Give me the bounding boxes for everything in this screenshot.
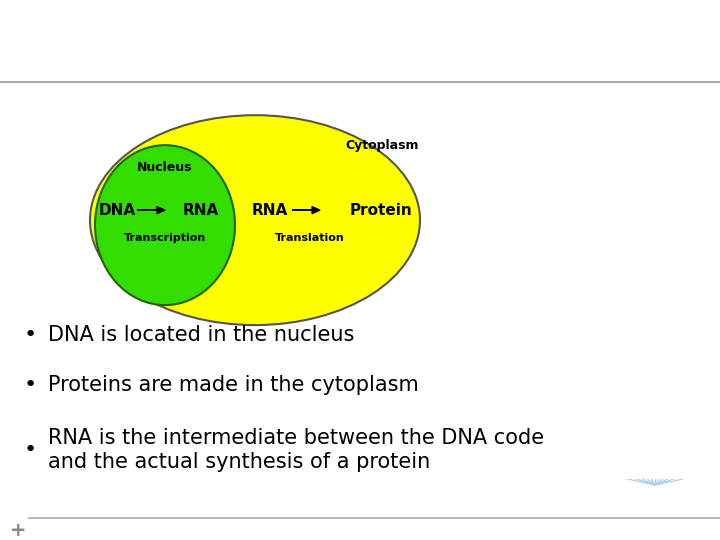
- Text: DNA: DNA: [99, 202, 135, 218]
- FancyArrow shape: [137, 207, 165, 214]
- Text: RNA: RNA: [252, 202, 288, 218]
- Text: RNA is the intermediate between the DNA code
and the actual synthesis of a prote: RNA is the intermediate between the DNA …: [48, 428, 544, 471]
- Text: Proteins are made in the cytoplasm: Proteins are made in the cytoplasm: [48, 375, 419, 395]
- Text: •: •: [23, 375, 37, 395]
- Text: MATH+SCIENCE: MATH+SCIENCE: [628, 505, 683, 510]
- Text: Protein: Protein: [350, 202, 413, 218]
- Text: •: •: [23, 325, 37, 345]
- Text: •: •: [23, 440, 37, 460]
- FancyArrow shape: [292, 207, 320, 214]
- Text: +: +: [10, 521, 26, 539]
- Text: Transcription: Transcription: [124, 233, 206, 243]
- Text: Nucleus: Nucleus: [138, 161, 193, 174]
- Ellipse shape: [95, 145, 235, 305]
- Text: INITIATIVE: INITIATIVE: [642, 514, 668, 518]
- Text: Overview of Protein Synthesis: Overview of Protein Synthesis: [52, 18, 668, 52]
- Text: RNA: RNA: [183, 202, 220, 218]
- Text: Translation: Translation: [275, 233, 345, 243]
- Ellipse shape: [90, 115, 420, 325]
- Text: DNA is located in the nucleus: DNA is located in the nucleus: [48, 325, 354, 345]
- Text: NATIONAL: NATIONAL: [643, 496, 667, 501]
- Text: Cytoplasm: Cytoplasm: [345, 139, 418, 152]
